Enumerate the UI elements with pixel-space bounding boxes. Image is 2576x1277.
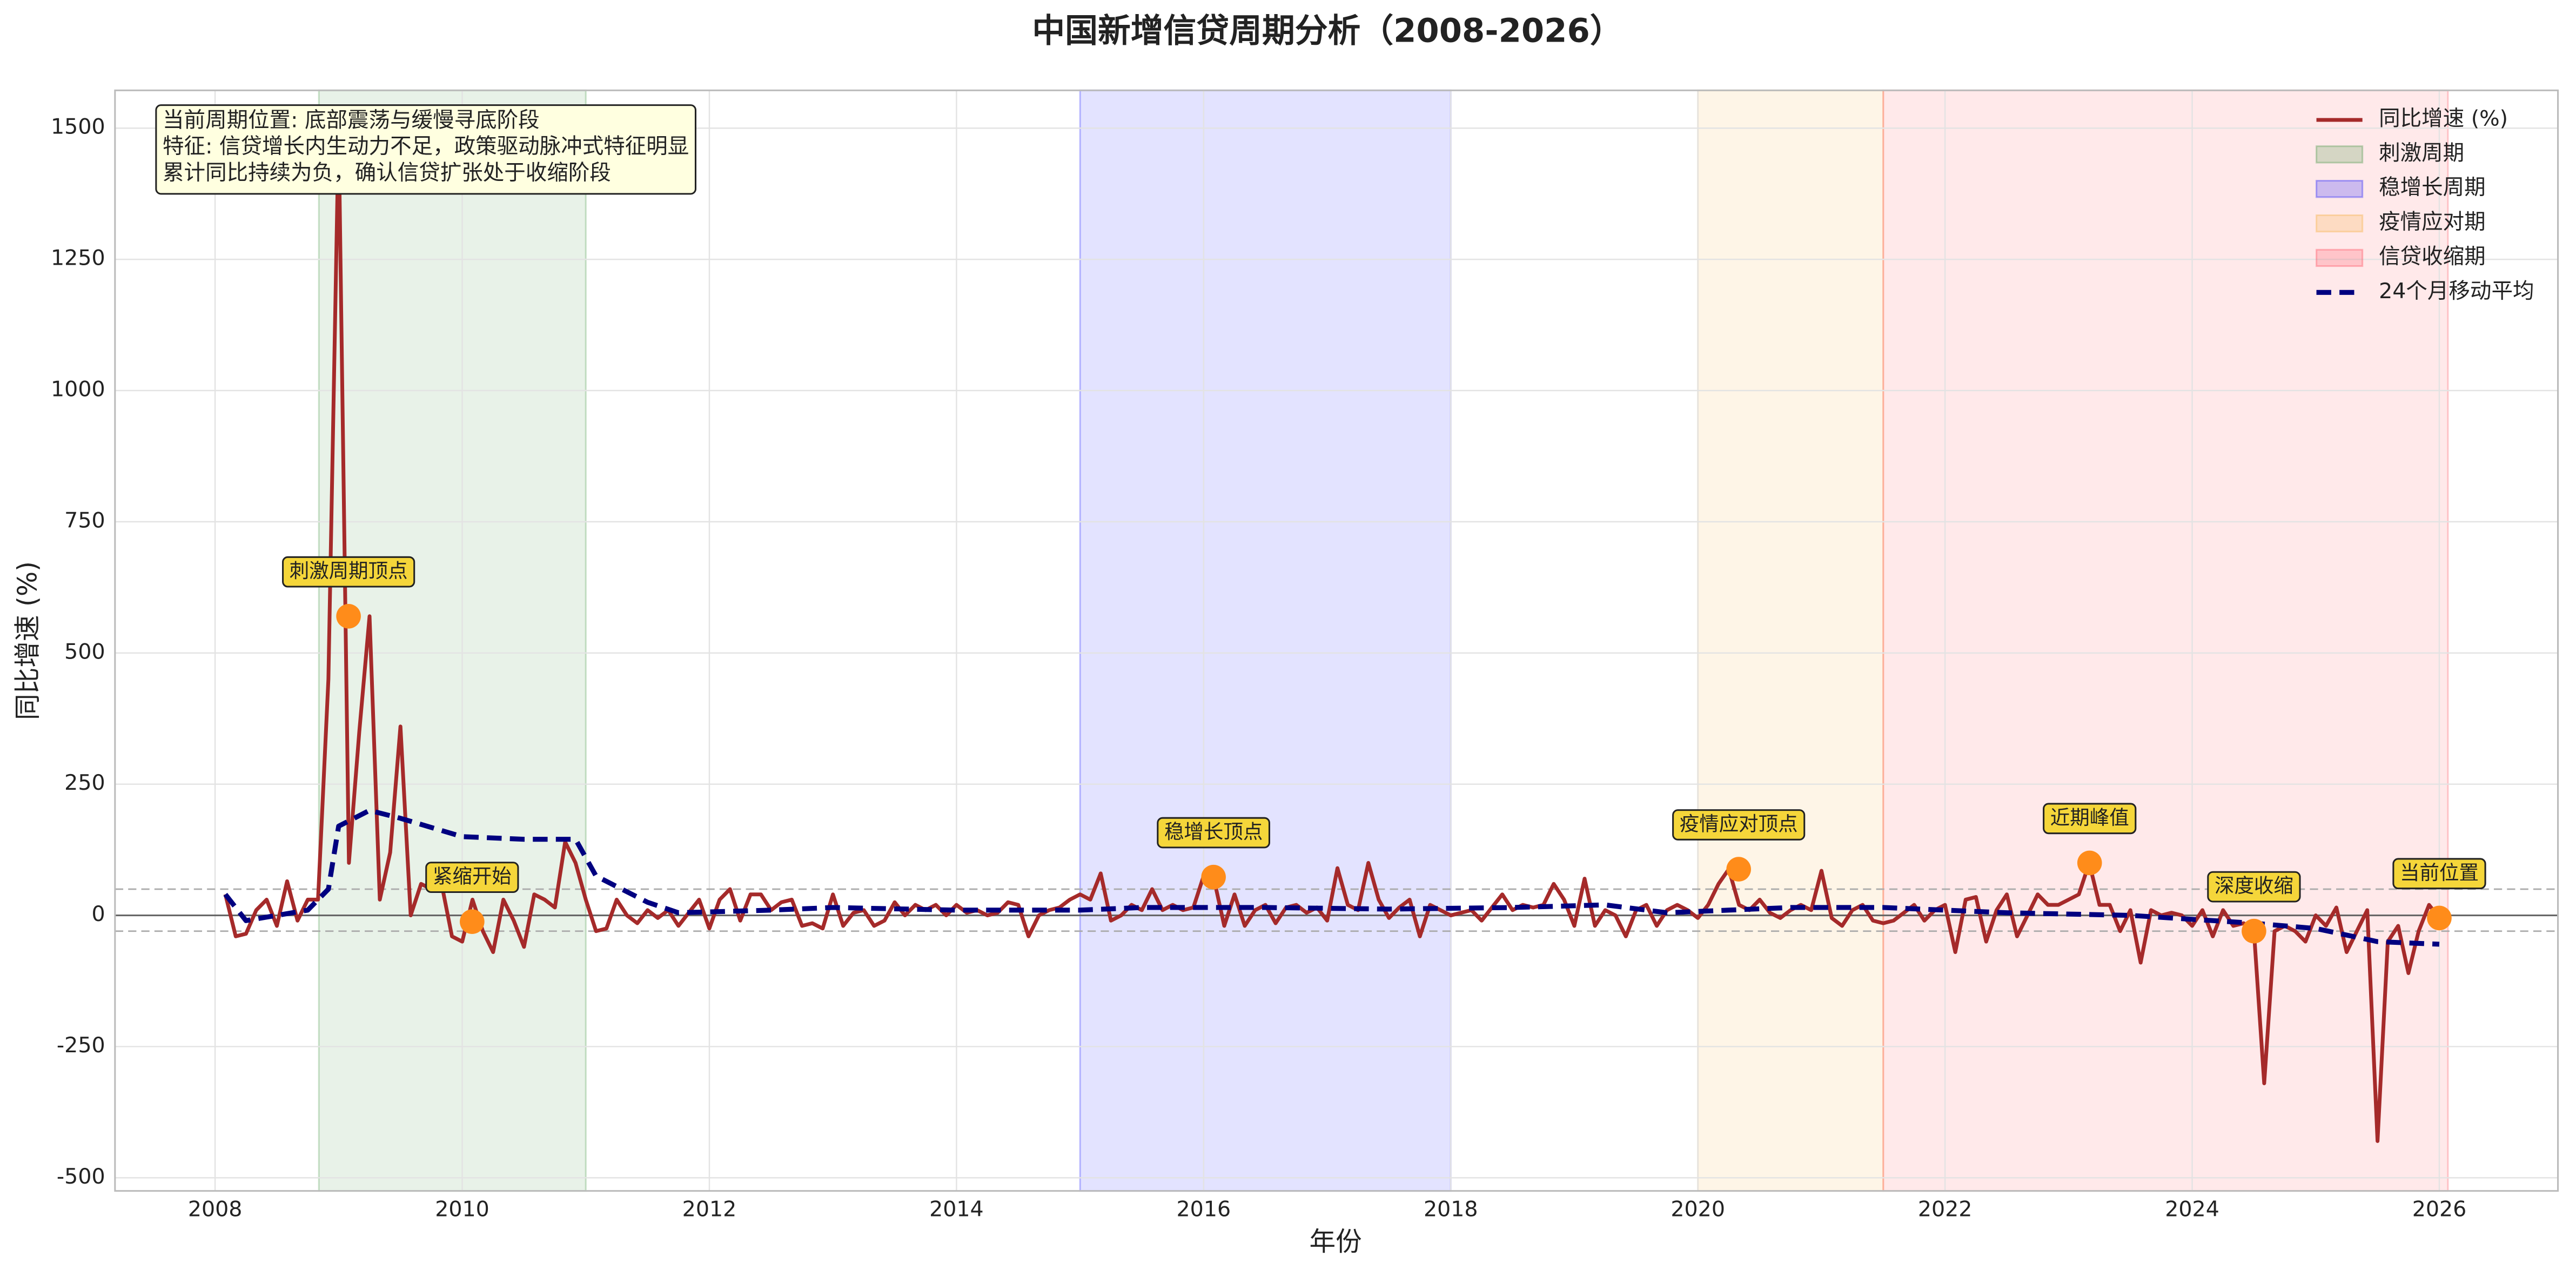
annotation-marker	[460, 909, 485, 935]
annotation-label: 稳增长顶点	[1164, 820, 1263, 843]
y-tick-label: 1250	[51, 246, 105, 271]
y-tick-label: 1000	[51, 377, 105, 402]
annotation-box	[2043, 803, 2137, 835]
y-tick-label: 250	[64, 770, 105, 795]
x-tick-label: 2018	[1424, 1197, 1478, 1222]
legend-label: 刺激周期	[2379, 140, 2464, 165]
data-line	[223, 126, 2441, 1143]
annotation-box	[425, 862, 519, 893]
annotation: 疫情应对顶点	[1672, 809, 1806, 841]
annotation-marker	[2427, 905, 2452, 931]
legend-patch	[2316, 180, 2364, 198]
x-tick-label: 2020	[1671, 1197, 1725, 1222]
legend-label: 信贷收缩期	[2379, 244, 2486, 269]
legend-label: 稳增长周期	[2379, 175, 2486, 200]
legend-label: 24个月移动平均	[2379, 279, 2534, 304]
annotation-label: 紧缩开始	[433, 865, 512, 888]
x-tick-label: 2022	[1918, 1197, 1973, 1222]
annotation-marker	[2077, 850, 2102, 876]
legend-patch	[2316, 145, 2364, 164]
y-tick-label: 750	[64, 508, 105, 533]
y-tick-label: 0	[91, 902, 105, 926]
x-tick-label: 2016	[1177, 1197, 1231, 1222]
annotation-label: 刺激周期顶点	[290, 559, 408, 582]
annotation-label: 近期峰值	[2050, 806, 2129, 829]
moving-average-line	[223, 808, 2440, 947]
annotation: 稳增长顶点	[1157, 817, 1270, 849]
shaded-period	[1697, 89, 1884, 1192]
legend-patch	[2316, 214, 2364, 233]
shaded-period	[318, 89, 587, 1192]
y-tick-label: -500	[57, 1164, 105, 1189]
info-box-line: 当前周期位置: 底部震荡与缓慢寻底阶段	[163, 108, 540, 133]
annotation-box	[282, 556, 415, 588]
legend-patch	[2316, 248, 2364, 267]
x-tick-label: 2014	[929, 1197, 984, 1222]
annotation: 当前位置	[2392, 858, 2486, 890]
annotation-box	[1672, 809, 1806, 841]
y-tick-label: 500	[64, 639, 105, 664]
plot-area	[115, 89, 2558, 1192]
annotation-label: 深度收缩	[2215, 874, 2293, 897]
x-tick-label: 2010	[435, 1197, 489, 1222]
info-box-line: 累计同比持续为负，确认信贷扩张处于收缩阶段	[163, 160, 611, 185]
y-tick-label: -250	[57, 1033, 105, 1058]
x-tick-label: 2008	[188, 1197, 243, 1222]
y-axis-label: 同比增速 (%)	[13, 561, 43, 720]
annotation: 近期峰值	[2043, 803, 2137, 835]
x-tick-label: 2012	[682, 1197, 737, 1222]
legend-label: 疫情应对期	[2379, 210, 2486, 234]
shaded-period	[1079, 89, 1452, 1192]
info-box-frame	[155, 104, 696, 195]
x-tick-label: 2026	[2412, 1197, 2467, 1222]
legend-label: 同比增速 (%)	[2379, 106, 2508, 131]
annotation-box	[2207, 871, 2301, 903]
annotation-label: 疫情应对顶点	[1680, 812, 1798, 835]
annotation-marker	[1201, 864, 1226, 890]
plot-frame	[114, 89, 2559, 1192]
chart-title: 中国新增信贷周期分析（2008-2026）	[1032, 12, 1622, 50]
annotation-label: 当前位置	[2400, 861, 2479, 884]
y-tick-label: 1500	[51, 115, 105, 139]
annotation-box	[1157, 817, 1270, 849]
annotation-marker	[2242, 918, 2266, 944]
annotation-marker	[1726, 857, 1751, 882]
x-tick-label: 2024	[2165, 1197, 2219, 1222]
x-axis-label: 年份	[1310, 1227, 1362, 1257]
annotation-box	[2392, 858, 2486, 890]
annotation: 深度收缩	[2207, 871, 2301, 903]
shaded-period	[1882, 89, 2449, 1192]
annotation: 紧缩开始	[425, 862, 519, 893]
annotation: 刺激周期顶点	[282, 556, 415, 588]
annotation-marker	[336, 603, 361, 629]
info-box-line: 特征: 信贷增长内生动力不足，政策驱动脉冲式特征明显	[163, 134, 689, 159]
